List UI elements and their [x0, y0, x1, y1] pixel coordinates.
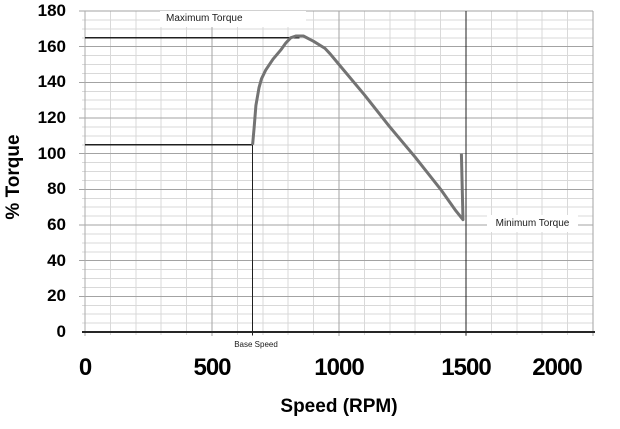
x-tick-label: 1500: [441, 354, 491, 381]
x-tick-label: 1000: [314, 354, 364, 381]
y-tick-label: 160: [37, 36, 66, 56]
max-torque-annotation: Maximum Torque: [160, 11, 306, 27]
x-tick-label: 0: [78, 354, 92, 381]
y-tick-label: 140: [37, 72, 66, 92]
x-tick-label: 500: [193, 354, 231, 381]
x-axis-title: Speed (RPM): [280, 396, 398, 417]
y-tick-label: 20: [47, 286, 66, 306]
x-tick-label: 2000: [532, 354, 582, 381]
y-tick-label: 80: [47, 179, 66, 199]
min-torque-annotation: Minimum Torque: [487, 215, 578, 232]
y-tick-label: 0: [56, 322, 66, 341]
base-speed-annotation: Base Speed: [234, 340, 278, 349]
y-tick-label: 100: [37, 143, 66, 163]
y-tick-label: 60: [47, 215, 66, 234]
y-tick-label: 180: [37, 1, 66, 20]
y-tick-label: 40: [47, 250, 66, 270]
y-tick-label: 120: [37, 108, 66, 127]
